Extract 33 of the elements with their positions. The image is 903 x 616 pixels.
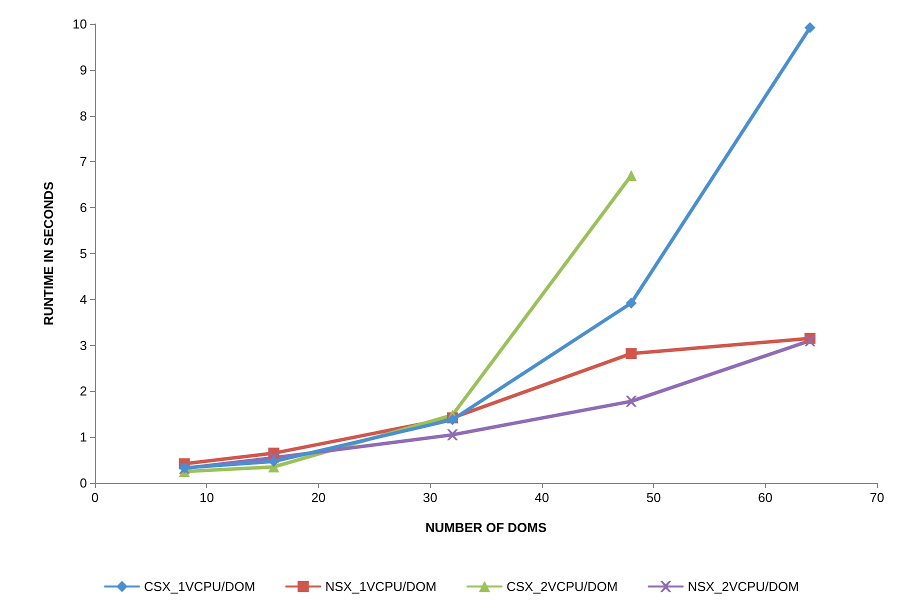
point — [804, 22, 816, 34]
y-tick-label: 4 — [80, 292, 87, 307]
x-tick-label: 20 — [311, 490, 326, 505]
point — [626, 396, 637, 407]
legend-label: CSX_1VCPU/DOM — [144, 579, 256, 594]
legend-label: CSX_2VCPU/DOM — [506, 579, 618, 594]
legend-label: NSX_2VCPU/DOM — [688, 579, 799, 594]
y-tick-label: 1 — [80, 430, 87, 445]
point — [626, 170, 637, 181]
y-tick-label: 10 — [72, 16, 87, 32]
point — [804, 335, 816, 346]
y-tick-label: 9 — [80, 62, 87, 78]
x-tick-label: 60 — [758, 490, 773, 505]
y-tick-label: 6 — [80, 200, 87, 216]
point — [626, 348, 637, 360]
legend-label: NSX_1VCPU/DOM — [325, 579, 436, 594]
y-tick-label: 8 — [80, 108, 87, 124]
point — [268, 456, 280, 467]
x-tick-label: 0 — [91, 490, 99, 505]
y-tick-label: 7 — [80, 154, 87, 170]
x-tick-label: 10 — [199, 490, 214, 505]
y-tick-label: 3 — [80, 338, 87, 353]
point — [446, 429, 458, 440]
x-tick-label: 70 — [870, 490, 884, 505]
x-tick-label: 50 — [646, 490, 661, 505]
y-tick-label: 5 — [80, 246, 87, 261]
x-tick-label: 40 — [534, 490, 550, 505]
point — [626, 298, 637, 309]
x-tick-label: 30 — [422, 490, 438, 505]
y-tick-label: 0 — [80, 476, 87, 490]
y-axis-title: RUNTIME IN SECONDS — [41, 181, 56, 326]
y-tick-label: 2 — [80, 384, 87, 399]
x-axis-title: NUMBER OF DOMS — [425, 520, 547, 535]
